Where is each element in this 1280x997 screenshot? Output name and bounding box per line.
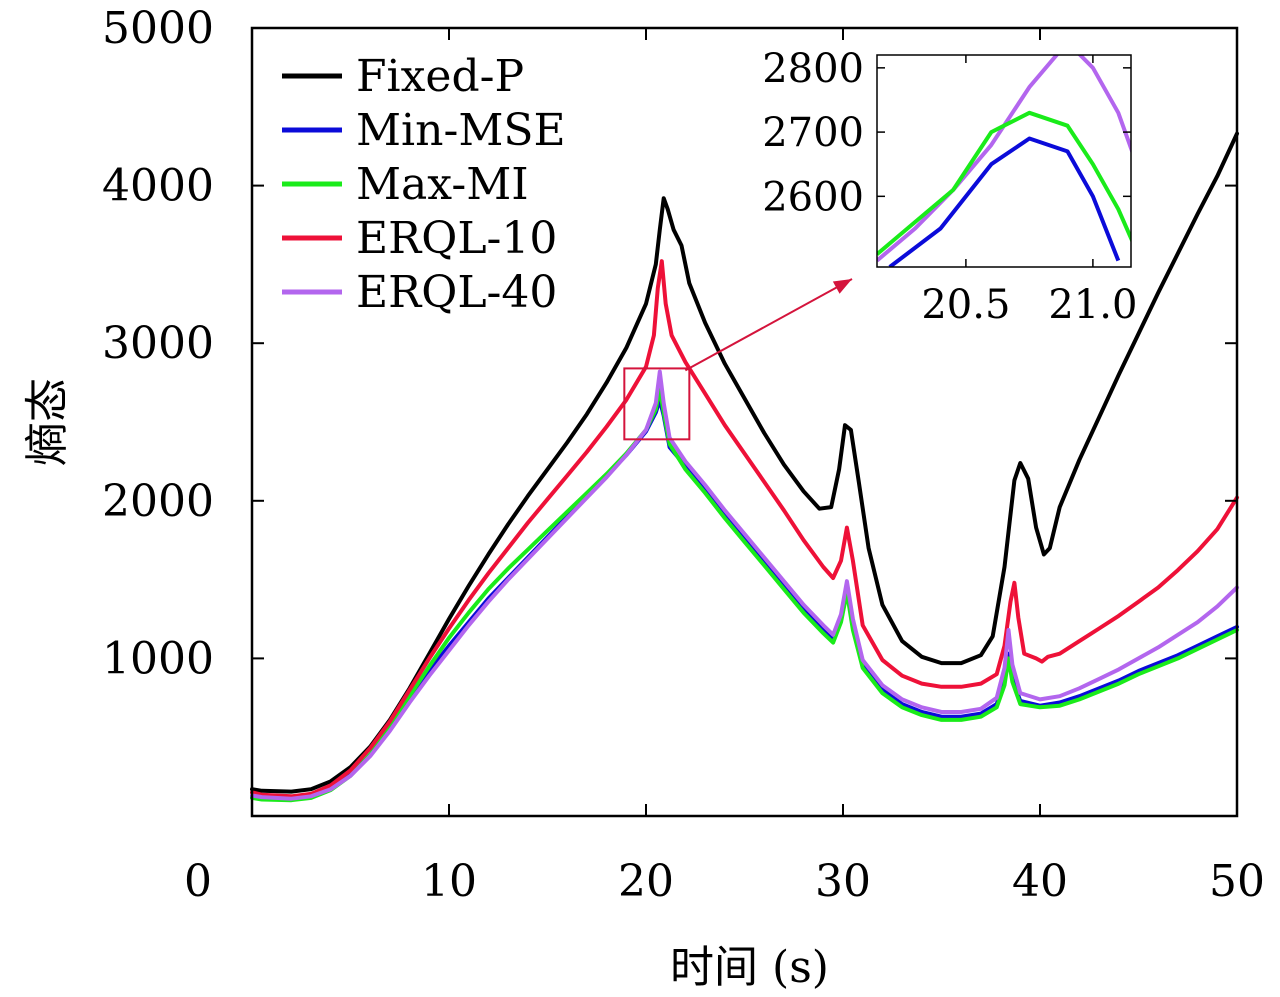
x-tick-label: 30	[815, 856, 871, 907]
legend-label: Fixed-P	[356, 51, 524, 102]
main-lines-layer	[250, 131, 1239, 803]
axis-ticks-layer: 0 10 20 30 40 50 1000 2000 3000 4000 5000	[102, 3, 1265, 907]
legend-entry: ERQL-40	[282, 267, 557, 318]
y-tick-label: 2000	[102, 476, 214, 527]
inset-y-tick-label: 2800	[762, 46, 864, 92]
legend-entry: Fixed-P	[282, 51, 524, 102]
y-tick-label: 1000	[102, 633, 214, 684]
x-tick-label: 40	[1012, 856, 1068, 907]
inset-frame	[876, 54, 1132, 268]
series-line-fixed-p	[250, 131, 1239, 794]
series-line-max-mi	[250, 386, 1239, 803]
plot-frame	[250, 26, 1239, 818]
x-tick-label: 20	[618, 856, 674, 907]
x-tick-label: 10	[421, 856, 477, 907]
inset-y-tick-label: 2700	[762, 110, 864, 156]
inset-y-tick-label: 2600	[762, 174, 864, 220]
zoom-annotation-layer	[623, 278, 853, 441]
y-tick-label: 4000	[102, 161, 214, 212]
series-line-min-mse	[250, 397, 1239, 802]
series-line-erql-40	[250, 369, 1239, 801]
y-tick-label: 5000	[102, 3, 214, 54]
inset-line-min-mse	[888, 136, 1121, 267]
inset-line-max-mi	[877, 110, 1131, 256]
y-tick-label: 3000	[102, 318, 214, 369]
series-line-erql-10	[250, 259, 1239, 799]
inset-line-erql-40	[877, 55, 1131, 263]
x-tick-label: 0	[184, 856, 212, 907]
x-tick-label: 50	[1209, 856, 1265, 907]
y-axis-title: 熵态	[22, 378, 73, 466]
legend-label: Max-MI	[356, 159, 529, 210]
inset-x-tick-label: 21.0	[1048, 282, 1137, 328]
legend-entry: Min-MSE	[282, 105, 566, 156]
inset-lines	[877, 55, 1131, 267]
legend-entry: Max-MI	[282, 159, 529, 210]
zoom-arrow-head	[832, 279, 852, 294]
zoom-region-box	[623, 367, 691, 441]
zoom-arrow	[684, 278, 853, 372]
legend-label: ERQL-40	[356, 267, 557, 318]
legend-label: Min-MSE	[356, 105, 566, 156]
legend-entry: ERQL-10	[282, 213, 557, 264]
x-axis-title: 时间 (s)	[670, 942, 829, 993]
legend-label: ERQL-10	[356, 213, 557, 264]
zoom-inset: 20.5 21.0 2600 2700 2800	[762, 46, 1137, 328]
inset-x-tick-label: 20.5	[921, 282, 1010, 328]
